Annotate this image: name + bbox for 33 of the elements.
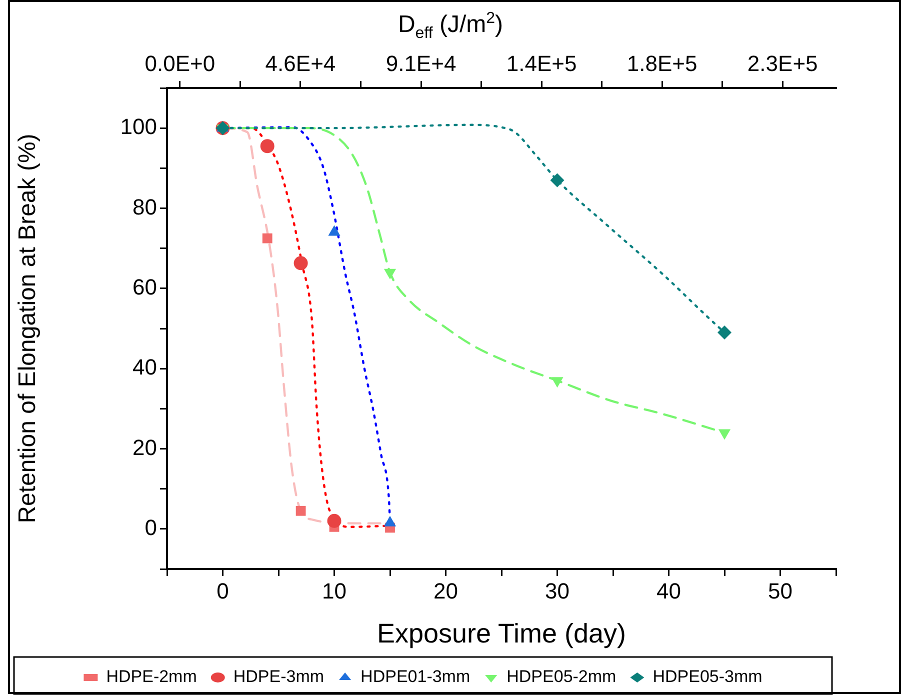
x2-axis-title: D$_{eff}$ (J/m$^{2}$) — [396, 10, 504, 43]
y-tick-label: 0 — [144, 514, 157, 540]
x-tick-label: 0 — [216, 578, 229, 604]
point — [262, 233, 272, 244]
legend-label: HDPE05-3mm — [652, 667, 762, 686]
x2-tick-label: 9.1E+4 — [386, 50, 456, 76]
y-tick-label: 100 — [120, 114, 157, 140]
x2-tick-label: 1.8E+5 — [626, 50, 698, 76]
x2-tick-label: 1.4E+5 — [506, 50, 577, 76]
x-tick-label: 50 — [768, 578, 792, 604]
legend-label: HDPE01-3mm — [360, 667, 470, 686]
x2-tick-label: 4.6E+4 — [265, 50, 336, 76]
point — [550, 173, 564, 188]
x-tick-label: 40 — [656, 578, 681, 604]
x2-tick-label: 2.3E+5 — [747, 50, 818, 76]
point — [294, 256, 308, 270]
x2-tick-label: 0.0E+0 — [144, 50, 216, 76]
x-tick-label: 20 — [434, 578, 458, 604]
point — [718, 326, 732, 340]
point — [327, 514, 342, 528]
point — [296, 506, 306, 516]
y-tick-label: 80 — [132, 194, 157, 220]
x-tick-label: 30 — [545, 578, 570, 604]
legend-label: HDPE05-2mm — [506, 667, 616, 686]
x-axis-title: Exposure Time (day) — [376, 618, 626, 648]
y-tick-label: 40 — [132, 354, 157, 380]
y-axis-title: Retention of Elongation at Break (%) — [14, 134, 42, 524]
y-tick-label: 20 — [132, 434, 157, 460]
x-tick-label: 10 — [322, 578, 346, 604]
legend-label: HDPE-2mm — [106, 667, 197, 686]
y-tick-label: 60 — [132, 274, 157, 300]
legend-label: HDPE-3mm — [233, 667, 324, 686]
point — [260, 139, 274, 154]
